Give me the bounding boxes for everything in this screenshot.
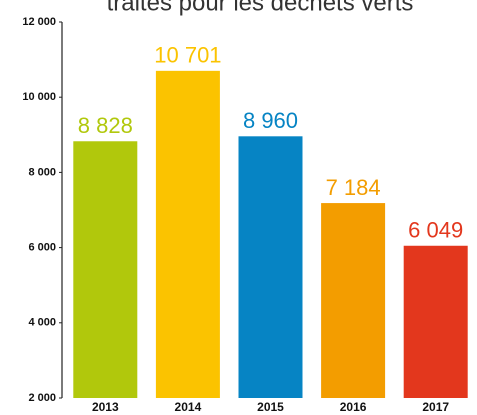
x-tick-label: 2013 (92, 400, 119, 414)
x-tick-label: 2015 (257, 400, 284, 414)
x-tick-label: 2014 (175, 400, 202, 414)
x-tick-label: 2016 (340, 400, 367, 414)
y-tick-label: 4 000 (28, 317, 56, 329)
bar (155, 70, 220, 398)
bar (238, 136, 303, 398)
x-tick-label: 2017 (422, 400, 449, 414)
y-tick-label: 6 000 (28, 242, 56, 254)
chart-title: traités pour les déchets verts (107, 0, 414, 16)
bar (403, 245, 468, 398)
value-label: 6 049 (408, 218, 463, 243)
value-label: 10 701 (154, 43, 221, 68)
value-label: 7 184 (326, 175, 381, 200)
value-label: 8 960 (243, 108, 298, 133)
y-tick-label: 12 000 (22, 16, 56, 28)
y-tick-label: 2 000 (28, 392, 56, 404)
value-label: 8 828 (78, 113, 133, 138)
bar (73, 141, 138, 398)
y-tick-label: 10 000 (22, 91, 56, 103)
y-tick-label: 8 000 (28, 166, 56, 178)
bar (321, 203, 386, 398)
